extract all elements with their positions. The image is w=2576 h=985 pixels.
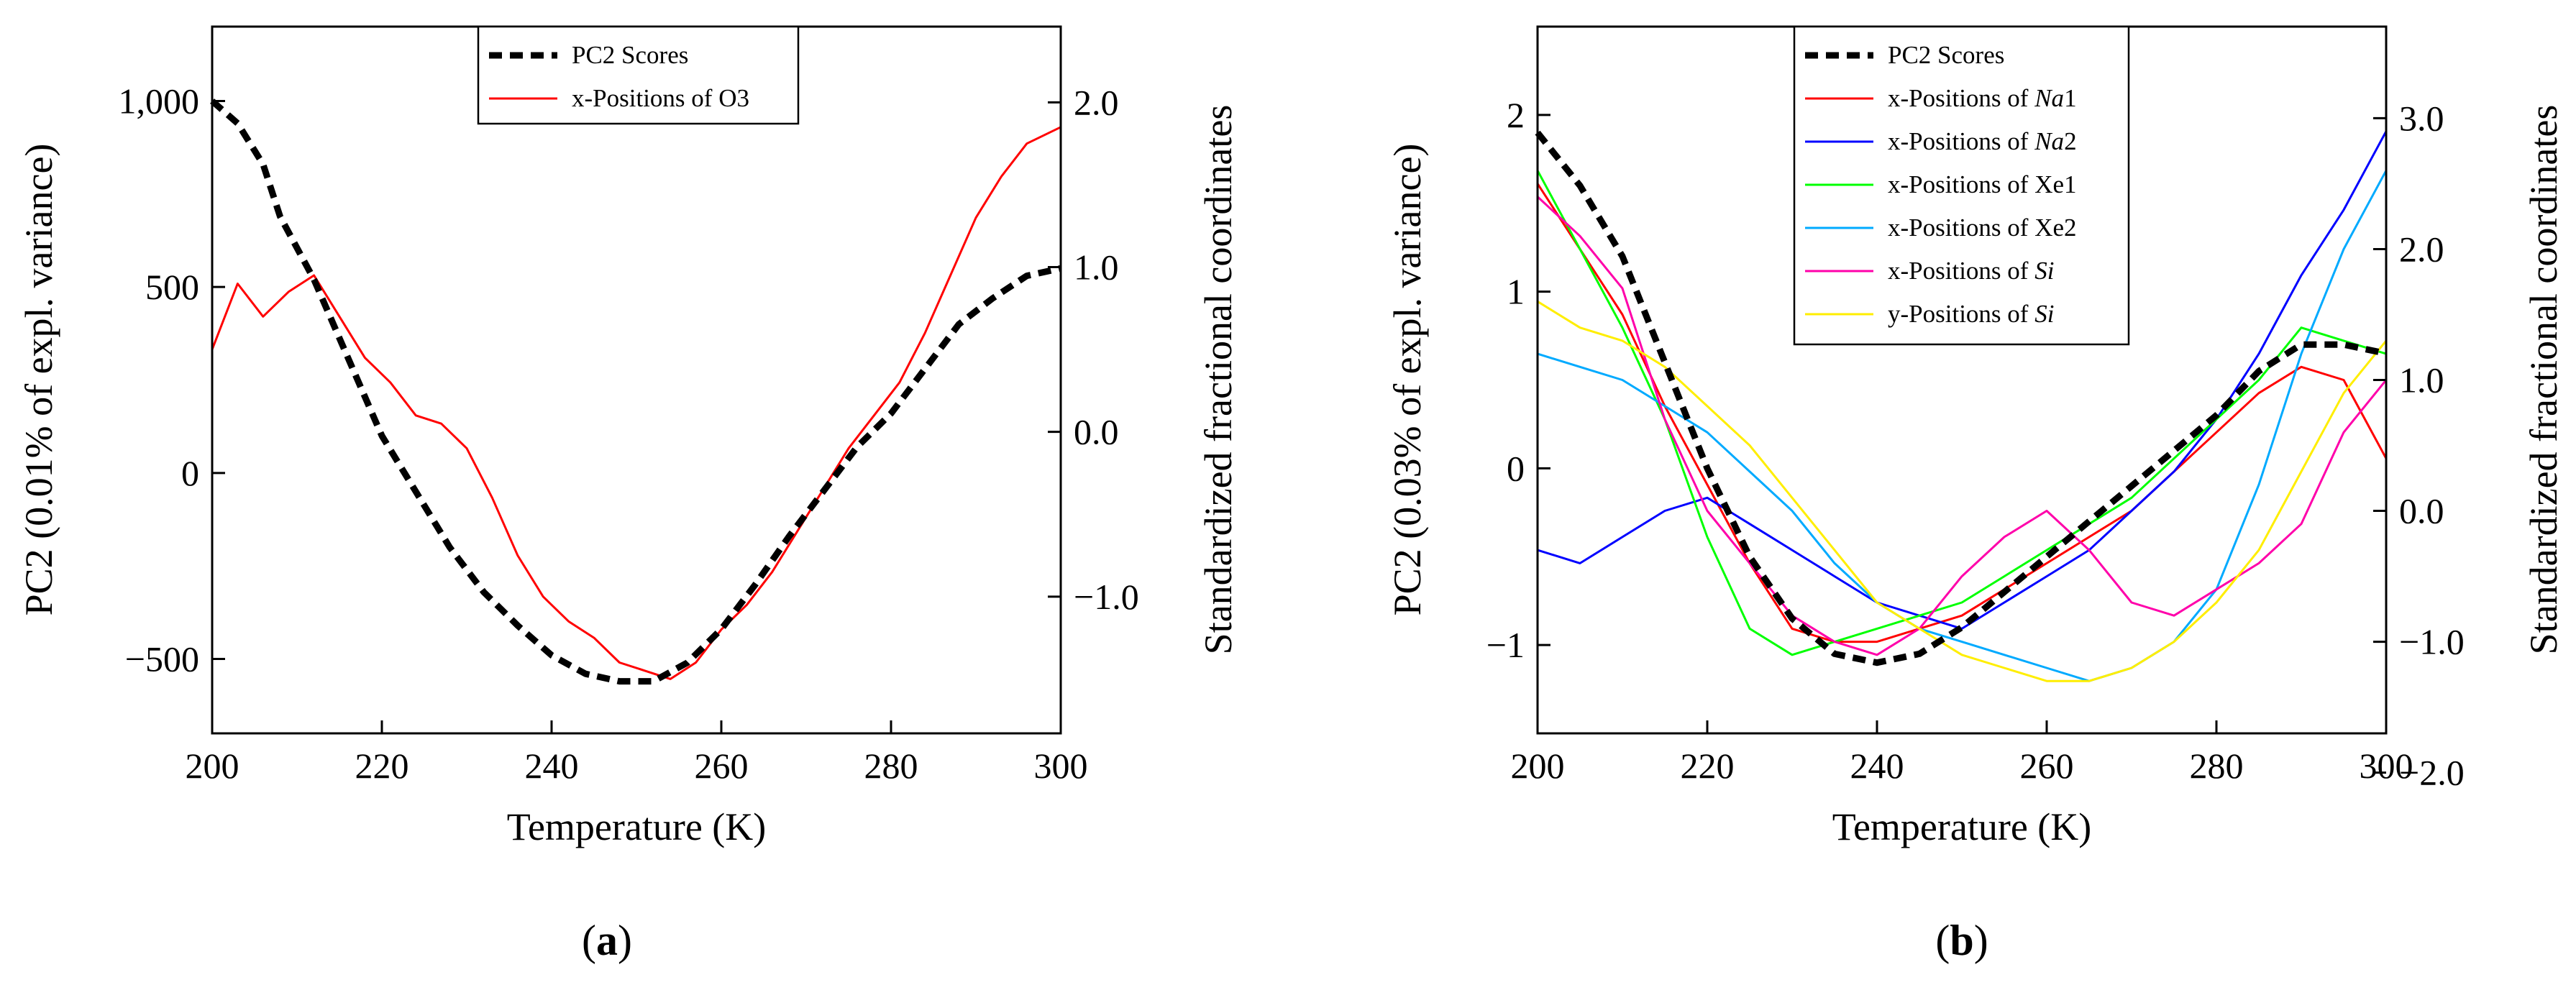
panel-a-y-tick-label: 500 [145,267,199,307]
panel-a-series-x-positions-of-o3 [211,126,1061,680]
panel-a-y2-tick-label: 1.0 [1074,247,1119,288]
panel-a-y2-tick-label: 2.0 [1074,82,1119,122]
panel-b-legend-label-xsi-it: Si [2034,257,2054,285]
panel-a-legend-box [477,25,800,125]
panel-b-y-tick-label: 2 [1507,95,1525,135]
panel-b-legend-label-na2-pre: x-Positions of [1888,127,2034,155]
panel-b-y2-tick-label: −1.0 [2399,622,2465,662]
panel-b-legend-label-xe1-post: Xe1 [2034,170,2076,198]
panel-b-legend-label-pc2: PC2 Scores [1888,41,2004,69]
panel-b-legend-label-ysi-pre: y-Positions of [1888,300,2034,328]
panel-b-y2-tick-label: 1.0 [2399,360,2444,400]
panel-b-legend-label-xe2: x-Positions of Xe2 [1888,214,2077,242]
panel-b-legend-label-xe2-pre: x-Positions of [1888,214,2034,242]
panel-b-legend-label-na2-it: Na [2034,127,2064,155]
panel-b-y2-tick-label: 0.0 [2399,491,2444,531]
panel-a-x-tick-label: 300 [1034,746,1088,786]
panel-b-series-x-positions-of-xe2 [1537,170,2388,682]
panel-a-legend-label-pc2: PC2 Scores [572,41,688,69]
panel-b-x-tick-label: 220 [1681,746,1735,786]
panel-b-legend-label-ysi: y-Positions of Si [1888,300,2054,328]
panel-b-y2-tick-label: 2.0 [2399,229,2444,269]
panel-b-series-x-positions-of-xe1 [1536,170,2387,656]
panel-b-legend-label-xe1-pre: x-Positions of [1888,170,2034,198]
panel-a-series [210,98,1061,685]
panel-a-y2-axis-label: Standardized fractional coordinates [1197,105,1240,655]
panel-b-series-pc2-scores [1535,130,2387,666]
panel-b-y-axis-label: PC2 (0.03% of expl. variance) [1386,144,1429,616]
panel-b-series-x-positions-of-na1 [1536,183,2388,643]
panel-b-x-tick-label: 200 [1511,746,1565,786]
panel-a: 200 220 240 260 280 300 1,000 500 0 −500 2.0 1.0 0.0… [17,25,1240,964]
panel-b-legend-label-na1-post: 1 [2064,84,2077,112]
panel-b-caption-letter: b [1950,917,1973,964]
panel-a-x-tick-label: 200 [186,746,239,786]
panel-a-x-tick-label: 240 [525,746,579,786]
panel-b-legend-label-na1-it: Na [2034,84,2064,112]
panel-b-series-x-positions-of-na2 [1537,130,2388,630]
panel-a-y2-tick-label: 0.0 [1074,412,1119,452]
panel-b-legend-label-na2: x-Positions of Na2 [1888,127,2077,155]
panel-b-x-tick-label: 300 [2360,746,2413,786]
panel-a-y2-tick-label: −1.0 [1074,577,1139,617]
panel-a-legend: PC2 Scores x-Positions of O3 [477,25,800,125]
panel-b-legend-label-na1: x-Positions of Na1 [1888,84,2077,112]
panel-b-legend-label-xsi-pre: x-Positions of [1888,257,2034,285]
panel-a-y-tick-label: −500 [125,639,199,679]
panel-b: 200 220 240 260 280 300 2 1 0 −1 3.0 2.0 1.0 0.0 −1.0 −… [1386,25,2565,964]
panel-b-y2-tick-label: −2.0 [2399,753,2465,793]
panel-b-legend-label-na1-pre: x-Positions of [1888,84,2034,112]
panel-b-x-tick-label: 280 [2190,746,2244,786]
panel-b-series-y-positions-of-si [1537,301,2388,682]
panel-b-legend: PC2 Scores x-Positions of Na1 x-Position… [1793,25,2130,346]
panel-a-ticks: 200 220 240 260 280 300 1,000 500 0 −500 2.0 1.0 0.0… [119,81,1139,786]
panel-b-legend-label-pc2-text: PC2 Scores [1888,41,2004,69]
panel-b-legend-label-xsi: x-Positions of Si [1888,257,2054,285]
panel-b-ticks: 200 220 240 260 280 300 2 1 0 −1 3.0 2.0 1.0 0.0 −1.0 −… [1486,95,2465,793]
panel-b-y2-tick-label: 3.0 [2399,98,2444,138]
panel-b-caption: (b) [1935,917,1988,964]
panel-b-y2-axis-label: Standardized fractional coordinates [2522,105,2565,655]
panel-a-y-tick-label: 1,000 [119,81,200,121]
panel-b-series [1535,130,2388,682]
panel-a-caption: (a) [582,917,632,964]
panel-b-y-tick-label: −1 [1486,625,1525,665]
panel-b-legend-label-xe2-post: Xe2 [2034,214,2076,242]
panel-a-x-axis-label: Temperature (K) [507,805,767,848]
panel-b-x-tick-label: 240 [1850,746,1904,786]
panel-b-y-tick-label: 1 [1507,272,1525,312]
panel-b-y-tick-label: 0 [1507,448,1525,488]
panel-b-legend-label-ysi-it: Si [2034,300,2054,328]
panel-a-caption-letter: a [596,917,618,964]
panel-b-x-axis-label: Temperature (K) [1832,805,2092,848]
panel-b-x-tick-label: 260 [2020,746,2074,786]
panel-a-x-tick-label: 280 [864,746,918,786]
panel-b-legend-label-na2-post: 2 [2064,127,2077,155]
panel-a-y-tick-label: 0 [181,453,199,493]
panel-a-x-tick-label: 260 [695,746,749,786]
panel-b-legend-label-xe1: x-Positions of Xe1 [1888,170,2077,198]
panel-a-plot-frame [211,25,1062,735]
panel-a-legend-label-o3: x-Positions of O3 [572,84,749,112]
panel-a-y-axis-label: PC2 (0.01% of expl. variance) [17,144,60,616]
panel-a-x-tick-label: 220 [355,746,409,786]
panel-b-series-x-positions-of-si [1536,196,2388,656]
panel-a-series-pc2-scores [210,98,1061,685]
